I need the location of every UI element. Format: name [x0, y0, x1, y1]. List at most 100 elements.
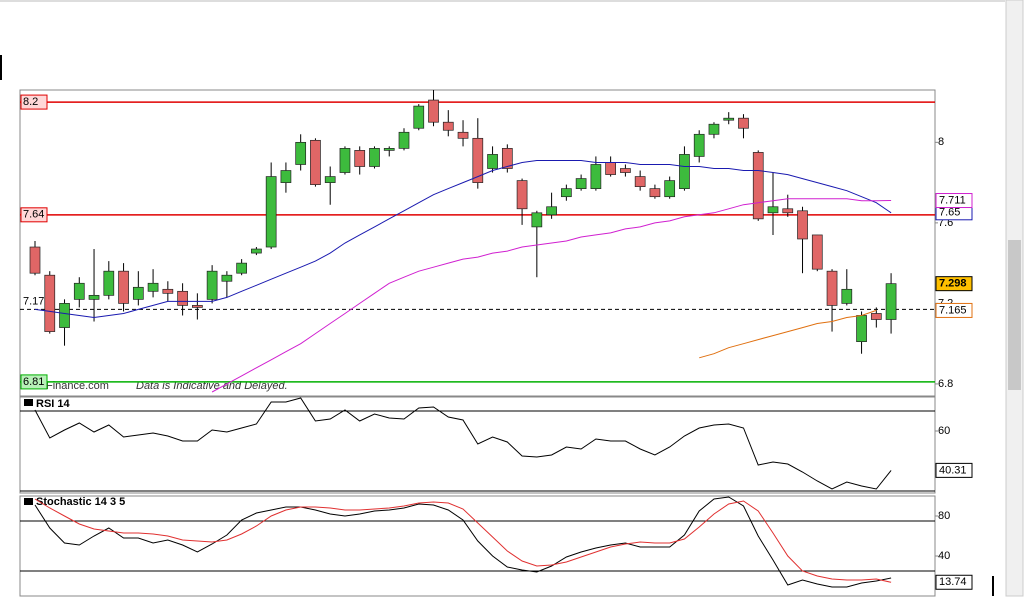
- stochastic-title: Stochastic 14 3 5: [36, 496, 125, 508]
- candle-body: [265, 176, 277, 248]
- candle-body: [457, 131, 469, 139]
- price-line-label: 7.64: [23, 209, 44, 221]
- candle-body: [192, 305, 203, 308]
- candle-body: [767, 206, 779, 214]
- candle-body: [516, 180, 528, 210]
- candle-body: [88, 294, 100, 300]
- candle-body: [162, 288, 174, 294]
- candle-body: [870, 313, 882, 320]
- candle-body: [339, 148, 351, 173]
- stochastic-panel: [19, 495, 936, 597]
- y-tick-label: 6.8: [938, 378, 953, 390]
- candle-body: [708, 123, 720, 135]
- candle-body: [295, 141, 307, 165]
- candle-body: [782, 208, 794, 214]
- series-line: [699, 309, 877, 359]
- candle-body: [664, 180, 676, 198]
- y-tick-label: 60: [938, 425, 950, 437]
- candle-body: [132, 286, 144, 300]
- price-line-label: 6.81: [23, 376, 44, 388]
- candle-body: [841, 288, 853, 304]
- price-line-label: 7.17: [23, 295, 44, 307]
- stochastic-icon: [24, 498, 33, 505]
- candle-body: [797, 210, 808, 240]
- candle-body: [398, 131, 410, 149]
- price-line-label-box: [20, 207, 48, 223]
- candle-body: [236, 262, 247, 274]
- last-value-box: [935, 574, 973, 590]
- candle-body: [856, 315, 867, 342]
- series-line: [34, 397, 892, 490]
- candle-body: [118, 270, 129, 304]
- candle-body: [324, 176, 336, 183]
- candle-body: [251, 248, 262, 254]
- rsi-title: RSI 14: [36, 398, 71, 410]
- candle-body: [826, 270, 838, 306]
- price-line-label: 8.2: [23, 96, 38, 108]
- candle-body: [501, 148, 513, 169]
- series-line: [34, 496, 892, 588]
- series-line: [34, 160, 892, 319]
- candle-body: [59, 303, 70, 328]
- candle-body: [575, 178, 587, 189]
- candle-body: [620, 168, 631, 173]
- candle-body: [738, 117, 749, 129]
- last-value-label: 7.711: [939, 194, 966, 206]
- candle-body: [885, 283, 897, 320]
- candle-body: [605, 162, 616, 175]
- last-value-box: [935, 462, 973, 478]
- candle-body: [44, 274, 56, 332]
- price-line-label-box: [20, 374, 48, 390]
- candle-body: [531, 212, 543, 228]
- candle-body: [383, 148, 395, 151]
- candle-body: [442, 121, 454, 131]
- candle-body: [369, 148, 380, 167]
- candle-body: [649, 188, 661, 198]
- last-value-label: 7.165: [939, 304, 967, 316]
- candle-body: [147, 282, 159, 292]
- candle-body: [546, 206, 557, 216]
- candle-body: [561, 188, 572, 198]
- last-value-box: [935, 302, 973, 318]
- y-tick-label: 80: [938, 510, 950, 522]
- note: Data is Indicative and Delayed.: [136, 380, 288, 392]
- last-value-label: 7.65: [939, 207, 960, 219]
- y-tick-label: 40: [938, 550, 950, 562]
- series-line: [34, 498, 892, 583]
- candle-body: [723, 117, 735, 121]
- candle-body: [752, 152, 764, 220]
- rsi-panel: [19, 396, 936, 494]
- rsi-icon: [24, 399, 33, 406]
- last-value-label: 13.74: [939, 576, 967, 588]
- last-value-box: [935, 276, 973, 292]
- price-panel: [19, 89, 936, 397]
- candle-body: [590, 164, 602, 189]
- series-line: [211, 198, 892, 393]
- candle-body: [472, 137, 484, 183]
- last-value-label: 7.298: [939, 278, 967, 290]
- candle-body: [310, 139, 321, 185]
- price-line-label-box: [20, 94, 48, 110]
- candle-body: [280, 170, 292, 183]
- candle-body: [354, 150, 366, 167]
- candle-body: [811, 234, 823, 270]
- candle-body: [206, 270, 218, 300]
- candle-body: [693, 133, 705, 157]
- candle-body: [29, 246, 41, 274]
- candle-body: [679, 154, 690, 189]
- edge-mark: [0, 55, 2, 80]
- candle-body: [487, 154, 498, 169]
- candle-body: [221, 274, 233, 282]
- y-tick-label: 8: [938, 136, 944, 148]
- last-value-label: 40.31: [939, 464, 967, 476]
- candle-body: [634, 176, 646, 187]
- candle-body: [428, 99, 439, 123]
- candle-body: [413, 105, 425, 129]
- last-value-box: [935, 193, 973, 209]
- scrollbar-thumb[interactable]: [1008, 240, 1021, 390]
- candle-body: [103, 270, 115, 296]
- candle-body: [177, 290, 188, 306]
- candle-body: [73, 282, 85, 300]
